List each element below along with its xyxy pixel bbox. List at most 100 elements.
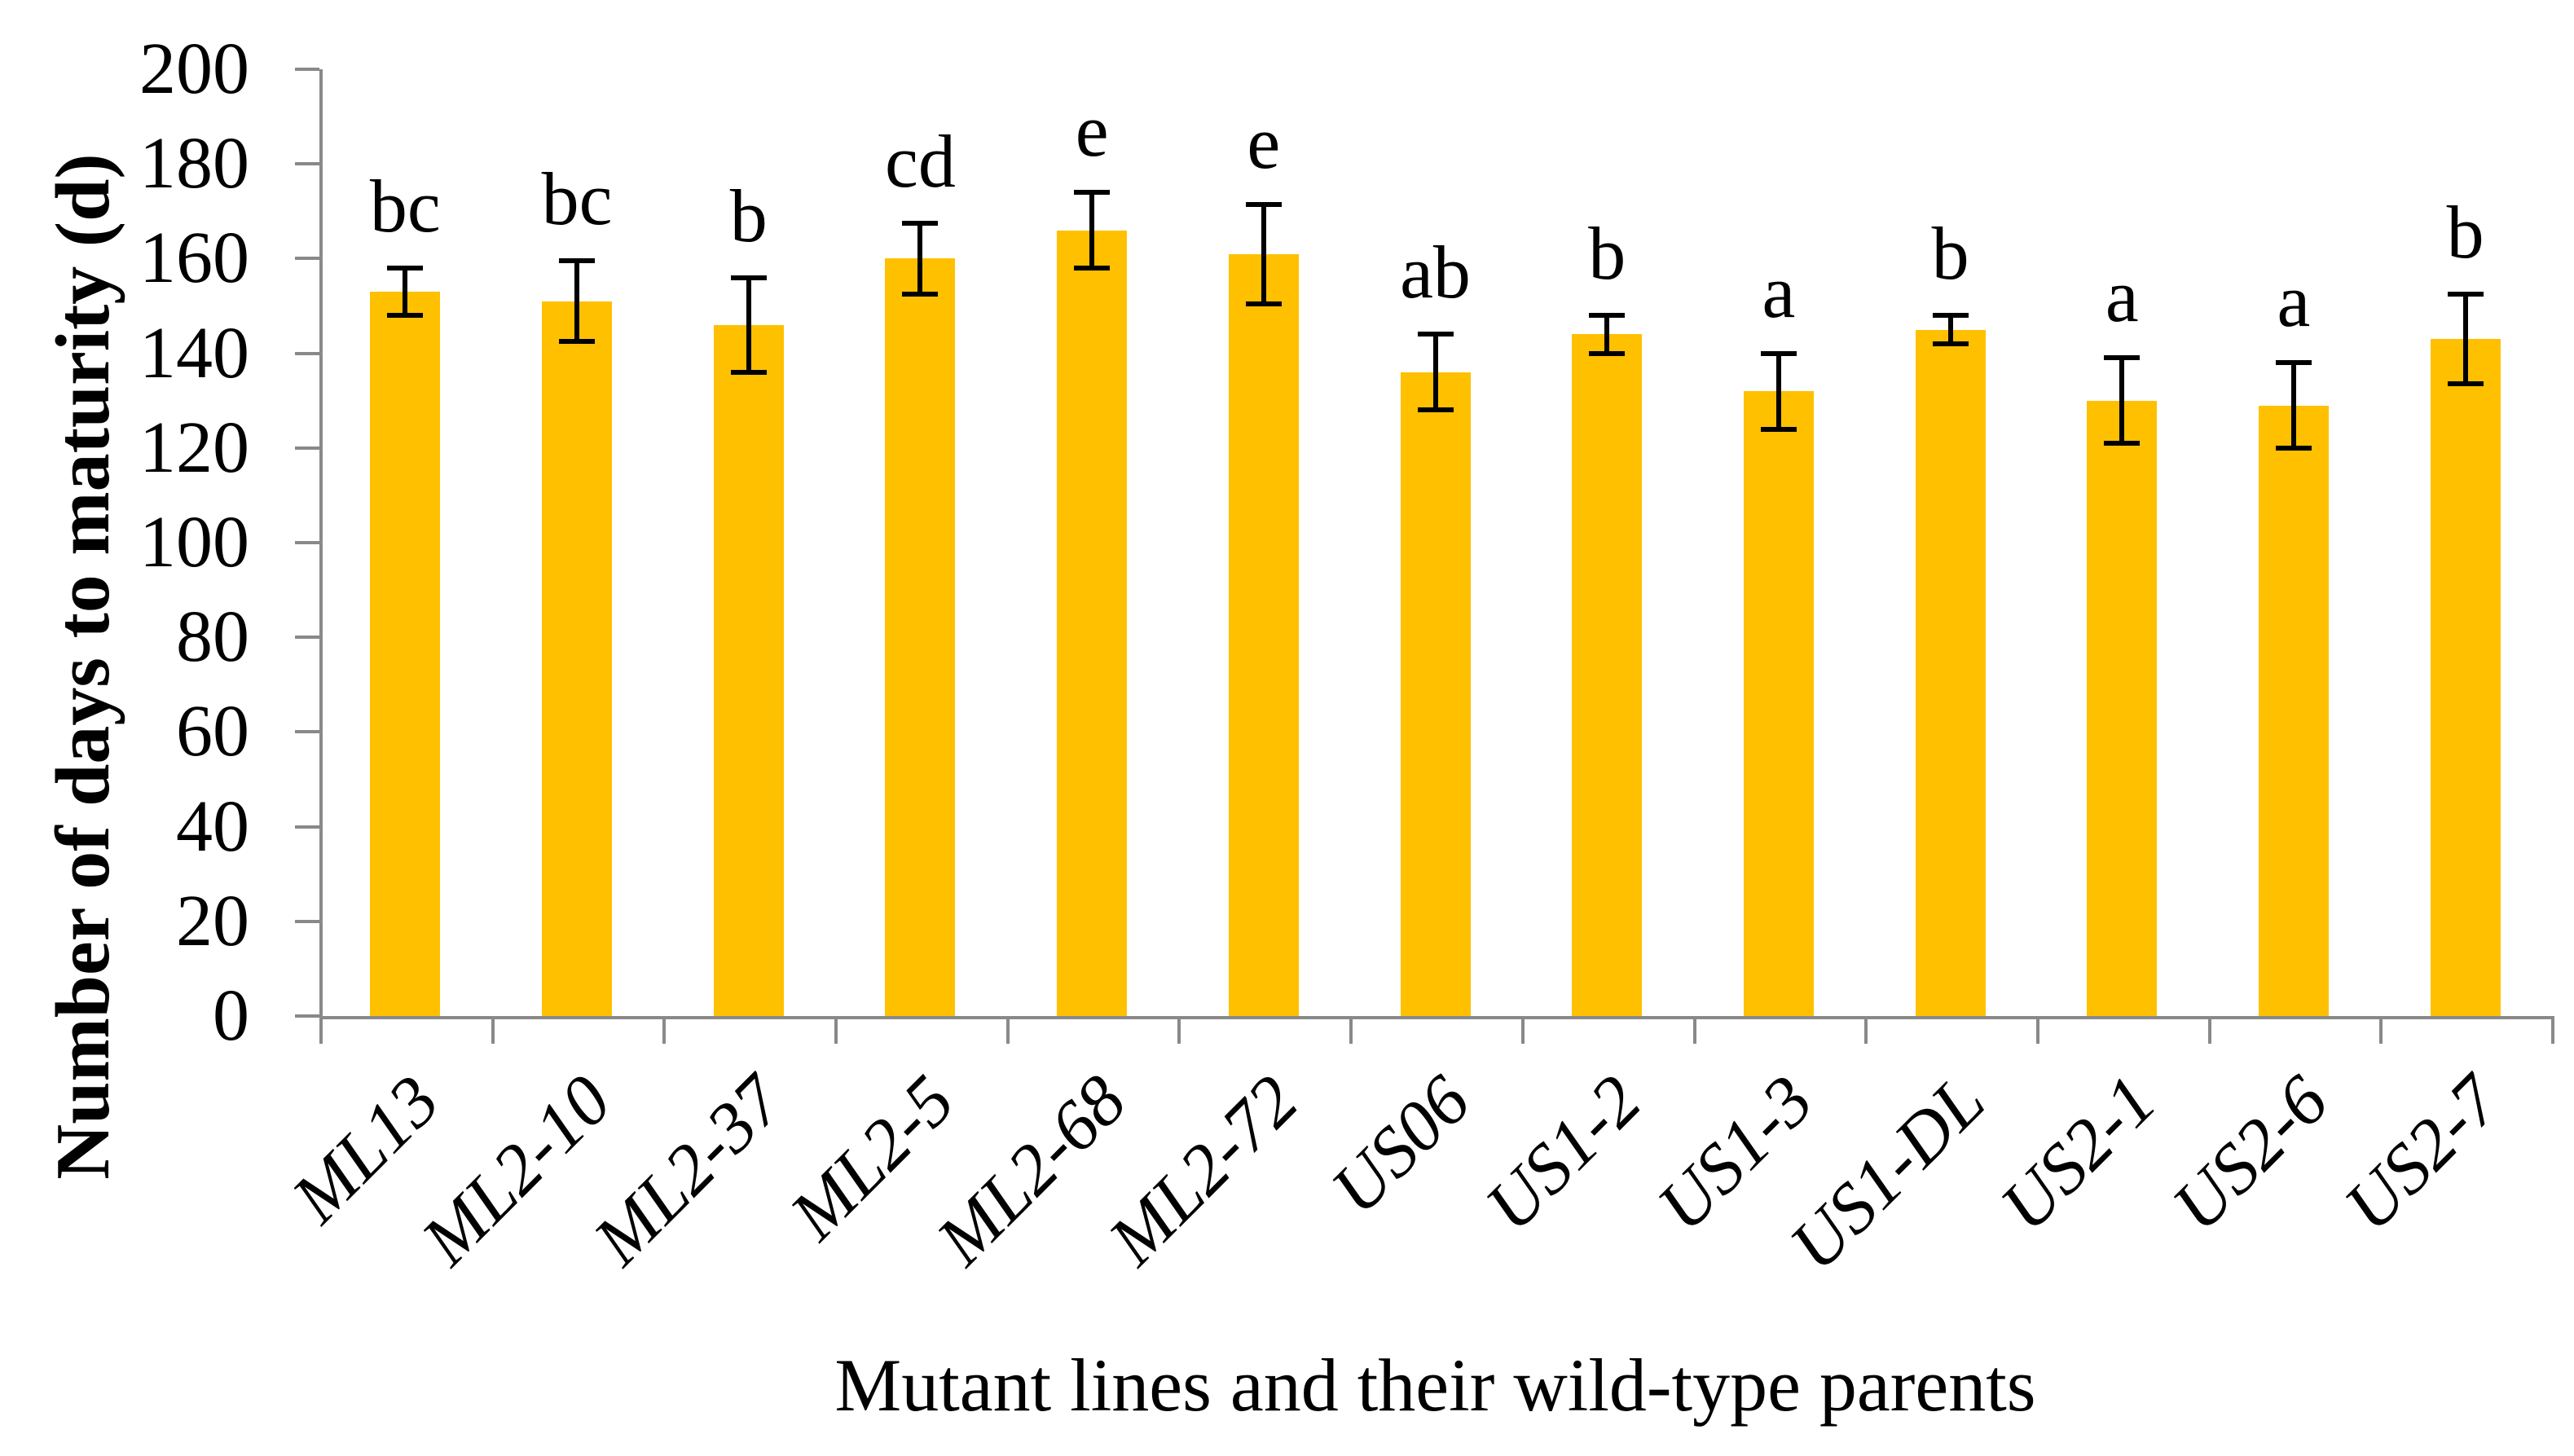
- error-bar-top-cap: [1245, 201, 1282, 207]
- x-axis-tick: [1864, 1019, 1868, 1044]
- error-bar-top-cap: [1932, 313, 1969, 319]
- y-tick-label: 60: [176, 691, 249, 772]
- error-bar-bottom-cap: [1589, 350, 1626, 356]
- error-bar: [1947, 315, 1953, 344]
- y-tick-label: 140: [139, 312, 249, 394]
- error-bar-top-cap: [730, 275, 767, 280]
- y-axis-tick: [295, 730, 319, 734]
- error-bar-bottom-cap: [559, 339, 596, 345]
- error-bar-bottom-cap: [1932, 341, 1969, 346]
- significance-letter: b: [2446, 190, 2484, 274]
- error-bar-top-cap: [387, 266, 424, 271]
- error-bar-bottom-cap: [1245, 301, 1282, 306]
- y-tick-label: 0: [213, 975, 249, 1056]
- x-axis-line: [319, 1016, 2554, 1019]
- error-bar-bottom-cap: [387, 313, 424, 319]
- y-axis-tick: [295, 257, 319, 261]
- error-bar-bottom-cap: [1074, 266, 1111, 271]
- significance-letter: e: [1075, 89, 1109, 173]
- error-bar-bottom-cap: [1417, 407, 1454, 413]
- bar: [1572, 334, 1643, 1016]
- y-axis-tick: [295, 446, 319, 450]
- error-bar: [746, 277, 751, 372]
- error-bar-top-cap: [1589, 313, 1626, 319]
- error-bar-bottom-cap: [2275, 445, 2312, 451]
- error-bar: [1775, 353, 1781, 429]
- error-bar-top-cap: [1760, 350, 1797, 356]
- error-bar-top-cap: [2275, 360, 2312, 366]
- x-axis-tick: [2035, 1019, 2039, 1044]
- y-axis-tick: [295, 919, 319, 923]
- y-tick-label: 100: [139, 502, 249, 583]
- significance-letter: a: [2105, 254, 2139, 338]
- significance-letter: a: [1762, 249, 1796, 333]
- x-axis-tick: [2551, 1019, 2554, 1044]
- x-axis-tick: [2379, 1019, 2383, 1044]
- error-bar: [403, 268, 408, 316]
- y-tick-label: 200: [139, 29, 249, 109]
- bar: [542, 301, 613, 1016]
- error-bar: [1604, 315, 1610, 354]
- y-axis-tick: [295, 541, 319, 544]
- x-axis-tick: [1520, 1019, 1525, 1044]
- bar: [713, 324, 784, 1016]
- significance-letter: bc: [541, 157, 613, 241]
- error-bar-top-cap: [902, 220, 939, 226]
- y-tick-label: 80: [176, 596, 249, 678]
- error-bar: [2119, 358, 2125, 443]
- bar: [1228, 253, 1299, 1016]
- y-tick-label: 180: [139, 123, 249, 205]
- y-tick-label: 120: [139, 407, 249, 488]
- error-bar: [2290, 363, 2296, 448]
- y-axis-tick: [295, 825, 319, 829]
- error-bar-bottom-cap: [1760, 426, 1797, 432]
- significance-letter: e: [1247, 100, 1281, 184]
- bar: [1915, 329, 1986, 1016]
- error-bar-top-cap: [2447, 291, 2484, 297]
- significance-letter: bc: [369, 165, 441, 249]
- error-bar-bottom-cap: [2104, 440, 2141, 446]
- error-bar: [917, 222, 923, 294]
- bar: [1400, 372, 1471, 1016]
- error-bar-top-cap: [1074, 190, 1111, 196]
- x-axis-tick: [834, 1019, 838, 1044]
- y-axis-tick: [295, 68, 319, 71]
- x-axis-tick: [2207, 1019, 2211, 1044]
- error-bar: [1089, 192, 1095, 268]
- significance-letter: cd: [885, 119, 956, 203]
- error-bar-bottom-cap: [902, 291, 939, 297]
- y-axis-tick: [295, 351, 319, 355]
- significance-letter: a: [2277, 259, 2311, 343]
- error-bar-bottom-cap: [730, 369, 767, 375]
- x-axis-tick: [1005, 1019, 1010, 1044]
- x-axis-tick: [1177, 1019, 1181, 1044]
- x-axis-title: Mutant lines and their wild-type parents: [834, 1344, 2036, 1427]
- bar: [370, 292, 441, 1016]
- x-axis-tick: [1349, 1019, 1353, 1044]
- y-axis-tick: [295, 162, 319, 166]
- error-bar-top-cap: [559, 258, 596, 264]
- significance-letter: b: [1588, 212, 1626, 296]
- y-axis-tick: [295, 1014, 319, 1018]
- y-tick-label: 160: [139, 218, 249, 299]
- bar: [1743, 391, 1814, 1016]
- y-axis-tick: [295, 636, 319, 640]
- y-tick-label: 40: [176, 785, 249, 867]
- error-bar: [1432, 334, 1438, 411]
- error-bar-top-cap: [1417, 332, 1454, 337]
- y-axis-line: [319, 69, 323, 1016]
- error-bar: [1261, 204, 1266, 304]
- significance-letter: b: [1931, 212, 1969, 296]
- y-tick-label: 20: [176, 880, 249, 961]
- x-axis-tick: [319, 1019, 323, 1044]
- bar: [2087, 400, 2158, 1016]
- significance-letter: b: [729, 174, 768, 257]
- error-bar: [574, 261, 580, 342]
- x-axis-tick: [491, 1019, 495, 1044]
- bar: [2430, 339, 2501, 1016]
- significance-letter: ab: [1400, 231, 1471, 315]
- error-bar: [2462, 293, 2468, 385]
- bar: [885, 258, 956, 1016]
- x-axis-tick: [662, 1019, 667, 1044]
